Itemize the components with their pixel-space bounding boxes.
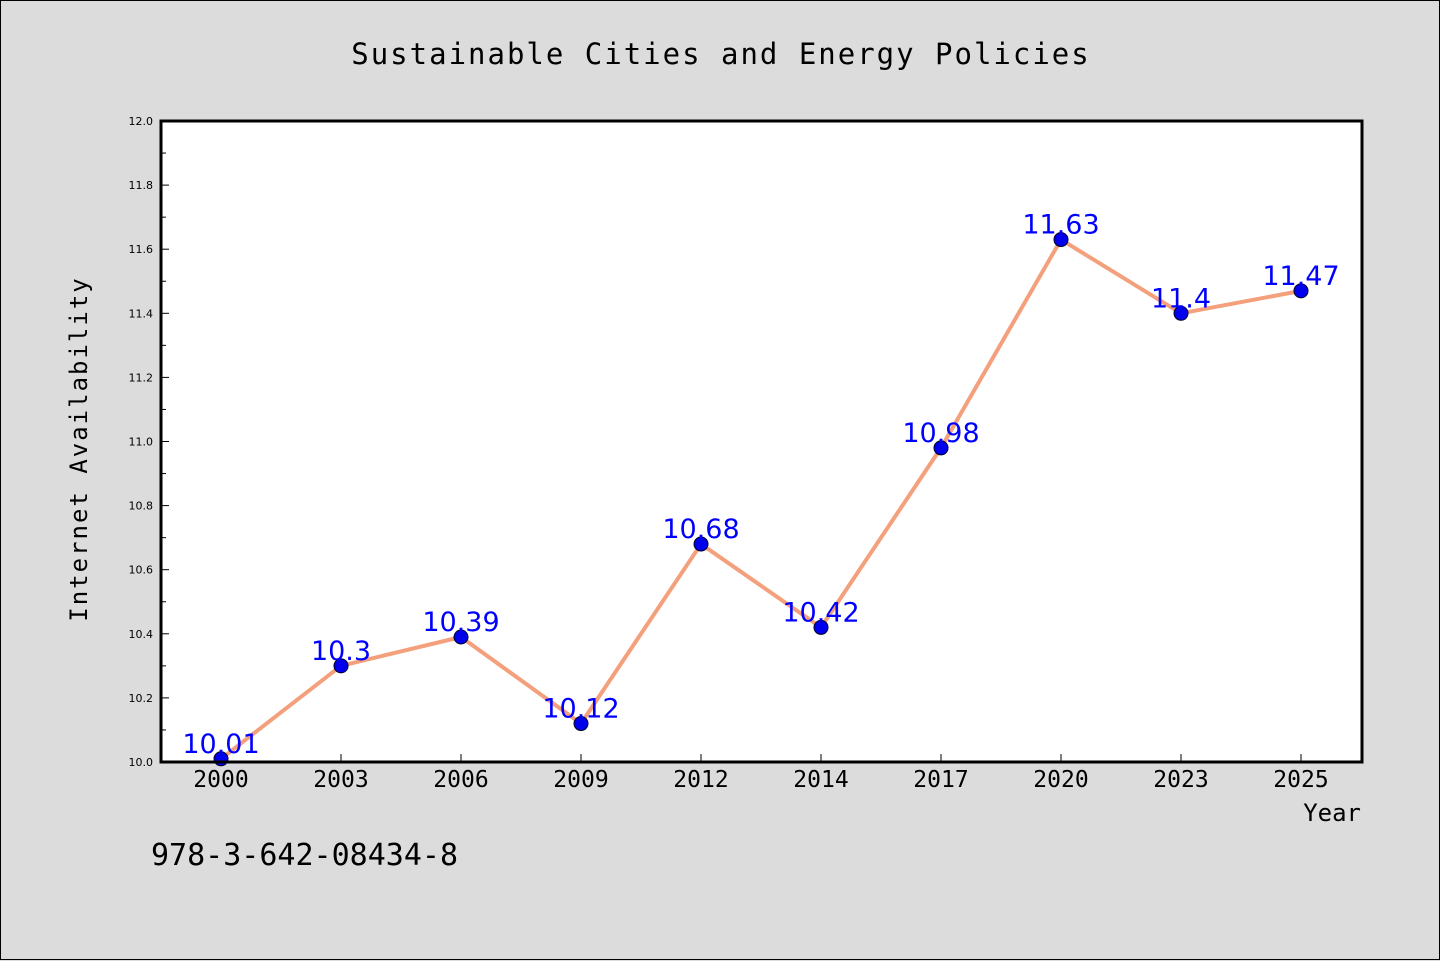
data-point [933, 440, 949, 456]
data-point [333, 658, 349, 674]
x-tick-label: 2025 [1273, 767, 1328, 793]
series-line [219, 237, 1302, 761]
data-label: 10.68 [662, 514, 739, 545]
x-tick-label: 2000 [193, 767, 248, 793]
x-tick-label: 2017 [913, 767, 968, 793]
x-tick-label: 2023 [1153, 767, 1208, 793]
x-tick-label: 2012 [673, 767, 728, 793]
y-axis-ticks: 10.0 10.2 10.4 10.6 10.8 11.0 11.2 11.4 11.6 11.8… [129, 115, 169, 769]
series-layer: 10.01 10.3 10.39 10.12 10.68 10.42 10.98 11.63 1… [182, 210, 1340, 767]
data-label: 11.4 [1151, 283, 1211, 314]
data-label: 10.01 [182, 729, 259, 760]
chart-title: Sustainable Cities and Energy Policies [351, 37, 1090, 71]
data-point [1293, 283, 1309, 299]
data-label: 10.39 [422, 607, 499, 638]
x-tick-label: 2009 [553, 767, 608, 793]
y-tick-label: 11.8 [129, 179, 154, 192]
data-point [453, 629, 469, 645]
y-tick-label: 10.8 [129, 500, 154, 513]
y-tick-label: 12.0 [129, 115, 154, 128]
annotation-text: 978-3-642-08434-8 [151, 838, 458, 873]
x-tick-label: 2003 [313, 767, 368, 793]
data-label: 10.98 [902, 418, 979, 449]
data-label: 11.47 [1262, 261, 1339, 292]
plot-border [159, 119, 1364, 764]
plot-area [161, 121, 1362, 762]
y-tick-label: 10.0 [129, 756, 154, 769]
x-tick-label: 2014 [793, 767, 848, 793]
data-point [1173, 305, 1189, 321]
data-point [813, 619, 829, 635]
data-point [573, 716, 589, 732]
y-tick-label: 11.4 [129, 307, 154, 320]
y-axis-label: Internet Availability [65, 276, 93, 621]
x-tick-label: 2020 [1033, 767, 1088, 793]
y-tick-label: 10.4 [129, 628, 154, 641]
y-tick-label: 10.2 [129, 692, 154, 705]
data-point [693, 536, 709, 552]
x-axis-ticks: 2000 2003 2006 2009 2012 2014 2017 2020 2023 2025 [193, 754, 1329, 793]
y-tick-label: 11.2 [129, 371, 154, 384]
data-label: 10.12 [542, 694, 619, 725]
y-tick-label: 11.6 [129, 243, 154, 256]
y-tick-label: 11.0 [129, 436, 154, 449]
data-label: 10.3 [311, 636, 371, 667]
x-axis-label: Year [1303, 799, 1361, 827]
y-tick-label: 10.6 [129, 564, 154, 577]
data-label: 10.42 [782, 597, 859, 628]
x-tick-label: 2006 [433, 767, 488, 793]
data-label: 11.63 [1022, 210, 1099, 241]
data-point [1053, 232, 1069, 248]
